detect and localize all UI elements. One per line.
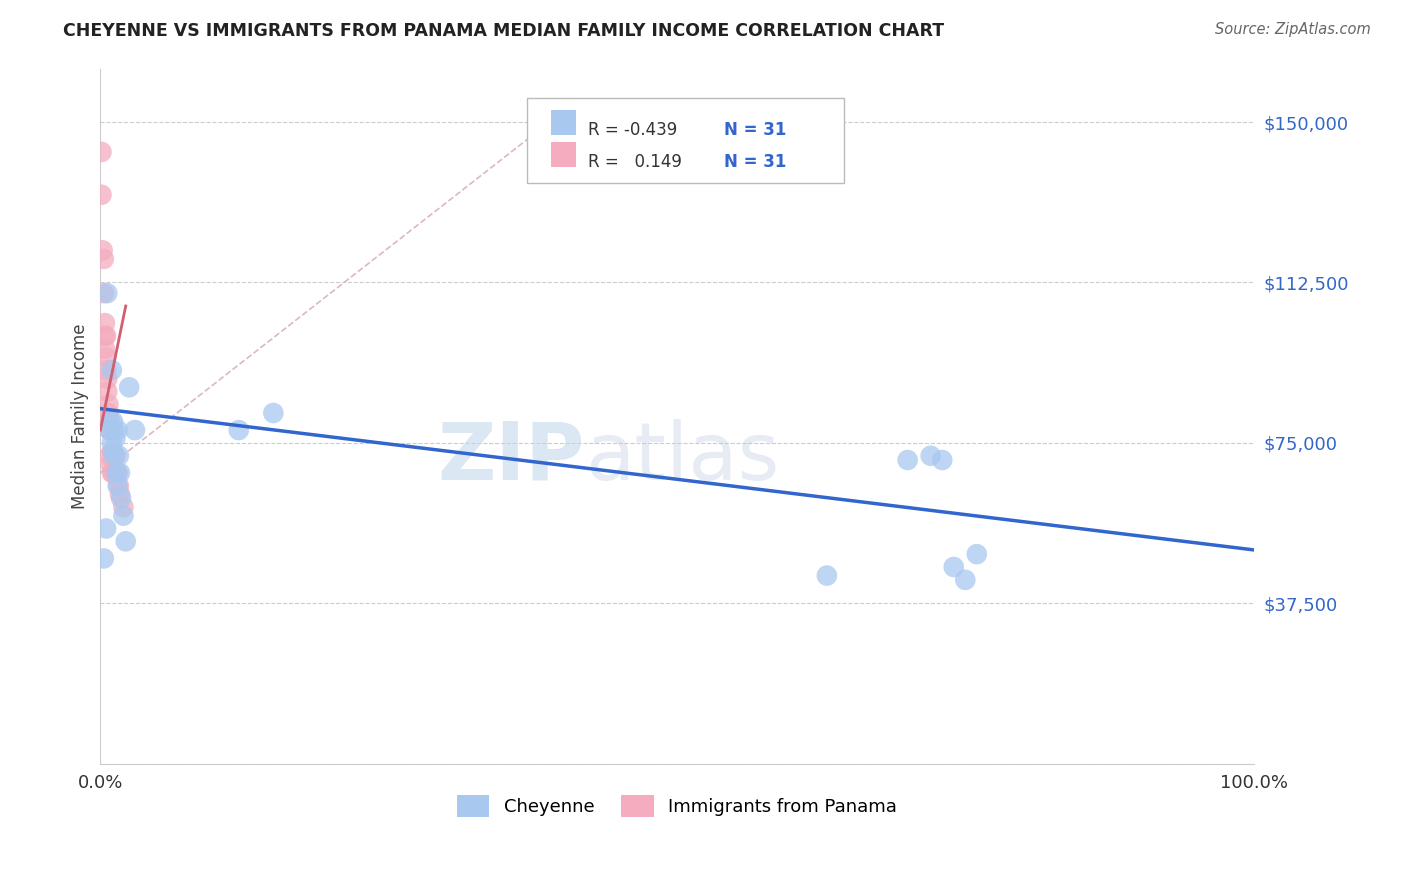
Point bbox=[93, 551, 115, 566]
Point bbox=[228, 423, 250, 437]
Point bbox=[118, 380, 141, 394]
Point bbox=[931, 453, 953, 467]
Point bbox=[107, 423, 129, 437]
Point bbox=[94, 363, 117, 377]
Point bbox=[920, 449, 942, 463]
Point bbox=[104, 432, 127, 446]
Point bbox=[94, 351, 117, 365]
Point bbox=[90, 145, 112, 159]
Point bbox=[96, 384, 118, 399]
Point bbox=[98, 415, 121, 429]
Point bbox=[101, 363, 124, 377]
Text: N = 31: N = 31 bbox=[724, 121, 786, 139]
Point bbox=[96, 372, 118, 386]
Point bbox=[96, 286, 118, 301]
Point bbox=[98, 423, 121, 437]
Point bbox=[94, 329, 117, 343]
Point bbox=[107, 479, 129, 493]
Point bbox=[97, 406, 120, 420]
Text: CHEYENNE VS IMMIGRANTS FROM PANAMA MEDIAN FAMILY INCOME CORRELATION CHART: CHEYENNE VS IMMIGRANTS FROM PANAMA MEDIA… bbox=[63, 22, 945, 40]
Point bbox=[103, 423, 125, 437]
Point bbox=[107, 479, 129, 493]
Point bbox=[94, 329, 117, 343]
Point bbox=[101, 444, 124, 458]
Point bbox=[105, 466, 128, 480]
Point bbox=[955, 573, 977, 587]
Legend: Cheyenne, Immigrants from Panama: Cheyenne, Immigrants from Panama bbox=[450, 788, 904, 824]
Text: atlas: atlas bbox=[585, 419, 779, 497]
Point bbox=[114, 534, 136, 549]
Point bbox=[815, 568, 838, 582]
Point bbox=[108, 487, 131, 501]
Point bbox=[101, 466, 124, 480]
Point bbox=[93, 286, 115, 301]
Text: R = -0.439: R = -0.439 bbox=[588, 121, 676, 139]
Point bbox=[262, 406, 284, 420]
Point bbox=[91, 244, 114, 258]
Text: N = 31: N = 31 bbox=[724, 153, 786, 171]
Point bbox=[112, 500, 135, 514]
Point bbox=[93, 252, 115, 266]
Text: ZIP: ZIP bbox=[437, 419, 585, 497]
Point bbox=[98, 423, 121, 437]
Point bbox=[108, 466, 131, 480]
Point bbox=[97, 415, 120, 429]
Point bbox=[107, 449, 129, 463]
Point bbox=[101, 436, 124, 450]
Point bbox=[942, 560, 965, 574]
Point bbox=[103, 449, 125, 463]
Point bbox=[97, 397, 120, 411]
Text: Source: ZipAtlas.com: Source: ZipAtlas.com bbox=[1215, 22, 1371, 37]
Point bbox=[101, 415, 124, 429]
Point bbox=[100, 415, 122, 429]
Point bbox=[107, 466, 129, 480]
Point bbox=[98, 449, 121, 463]
Point bbox=[103, 449, 125, 463]
Point bbox=[100, 423, 122, 437]
Point bbox=[110, 491, 132, 506]
Point bbox=[124, 423, 146, 437]
Point bbox=[90, 187, 112, 202]
Point bbox=[101, 444, 124, 458]
Point bbox=[966, 547, 988, 561]
Point bbox=[94, 316, 117, 330]
Point bbox=[104, 449, 127, 463]
Y-axis label: Median Family Income: Median Family Income bbox=[72, 324, 89, 509]
Point bbox=[101, 466, 124, 480]
Point bbox=[94, 521, 117, 535]
Text: R =   0.149: R = 0.149 bbox=[588, 153, 682, 171]
Point bbox=[105, 466, 128, 480]
Point bbox=[112, 508, 135, 523]
Point bbox=[897, 453, 920, 467]
Point bbox=[94, 342, 117, 356]
Point bbox=[100, 458, 122, 472]
